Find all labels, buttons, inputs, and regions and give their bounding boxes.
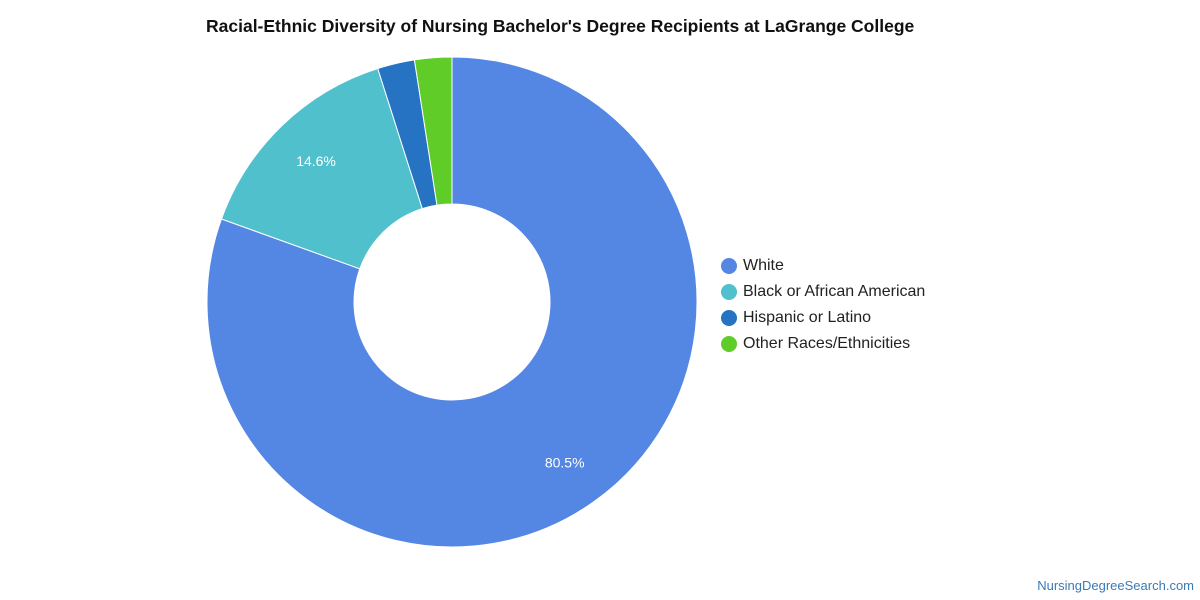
slice-black-or-african-american[interactable] xyxy=(220,67,423,270)
legend-swatch xyxy=(721,284,737,300)
legend-label: White xyxy=(743,257,784,274)
legend-item-hispanic-or-latino[interactable]: Hispanic or Latino xyxy=(721,305,925,331)
legend-label: Black or African American xyxy=(743,283,926,300)
chart-title: Racial-Ethnic Diversity of Nursing Bache… xyxy=(206,16,915,36)
slice-other-races-ethnicities[interactable] xyxy=(413,56,453,206)
data-label-black-or-african-american: 14.6% xyxy=(296,153,336,169)
legend-swatch xyxy=(721,310,737,326)
legend: White Black or African American Hispanic o… xyxy=(721,253,925,357)
slice-white[interactable] xyxy=(206,56,698,548)
legend-item-black-or-african-american[interactable]: Black or African American xyxy=(721,279,925,305)
legend-label: Hispanic or Latino xyxy=(743,309,872,326)
legend-item-other-races-ethnicities[interactable]: Other Races/Ethnicities xyxy=(721,331,925,357)
data-label-white: 80.5% xyxy=(545,454,585,470)
legend-swatch xyxy=(721,258,737,274)
legend-swatch xyxy=(721,336,737,352)
legend-label: Other Races/Ethnicities xyxy=(743,335,911,352)
source-credit[interactable]: NursingDegreeSearch.com xyxy=(1037,578,1194,593)
legend-item-white[interactable]: White xyxy=(721,253,925,279)
